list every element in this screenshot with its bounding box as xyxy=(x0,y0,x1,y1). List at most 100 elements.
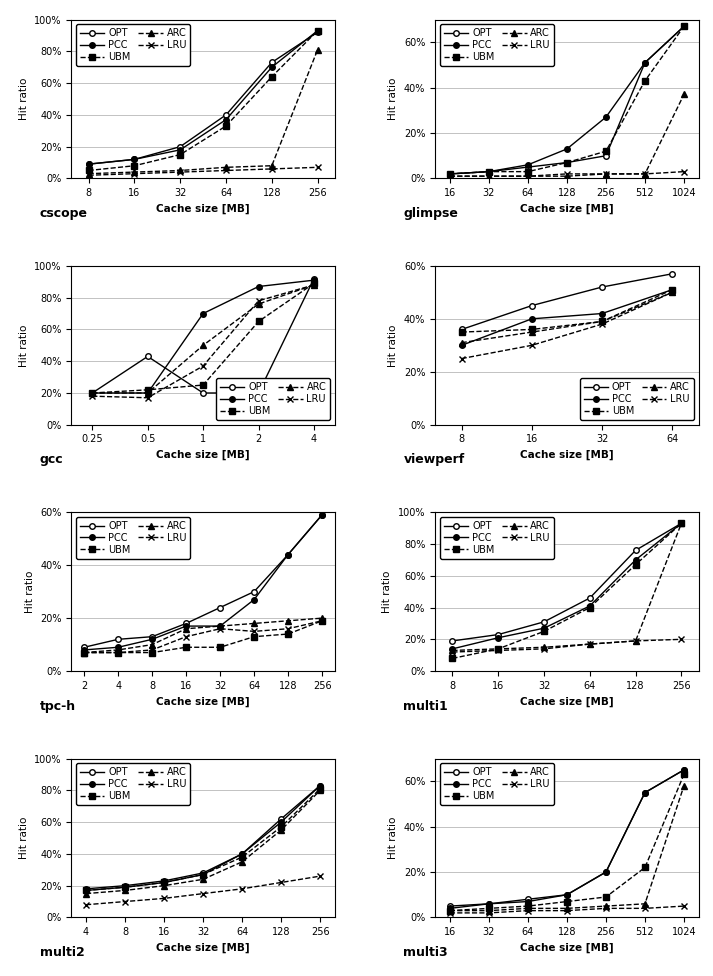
PCC xyxy=(597,307,606,319)
OPT xyxy=(84,158,93,170)
Line: ARC: ARC xyxy=(90,282,317,396)
UBM xyxy=(446,168,454,180)
ARC xyxy=(631,635,640,647)
LRU xyxy=(80,647,88,659)
UBM xyxy=(309,277,318,289)
OPT xyxy=(602,866,610,877)
ARC xyxy=(309,279,318,291)
OPT xyxy=(563,157,571,169)
LRU xyxy=(458,352,466,364)
PCC xyxy=(523,159,532,171)
PCC xyxy=(313,24,322,36)
LRU xyxy=(277,876,285,888)
OPT xyxy=(130,153,139,165)
LRU xyxy=(641,903,650,915)
ARC xyxy=(130,166,139,178)
UBM xyxy=(120,881,129,893)
Legend: OPT, PCC, UBM, ARC, LRU: OPT, PCC, UBM, ARC, LRU xyxy=(216,379,330,420)
PCC xyxy=(88,387,96,399)
LRU xyxy=(679,166,688,178)
OPT xyxy=(199,387,207,399)
UBM xyxy=(523,166,532,178)
ARC xyxy=(114,644,123,656)
UBM xyxy=(199,869,207,880)
LRU xyxy=(130,168,139,180)
UBM xyxy=(602,891,610,903)
PCC xyxy=(148,633,156,645)
UBM xyxy=(82,884,91,896)
UBM xyxy=(485,166,493,178)
ARC xyxy=(277,824,285,835)
PCC xyxy=(540,623,548,634)
PCC xyxy=(84,158,93,170)
PCC xyxy=(563,889,571,901)
ARC xyxy=(563,903,571,915)
OPT xyxy=(448,635,457,647)
OPT xyxy=(88,387,96,399)
Y-axis label: Hit ratio: Hit ratio xyxy=(19,324,29,367)
ARC xyxy=(82,888,91,900)
LRU xyxy=(255,295,263,306)
Legend: OPT, PCC, UBM, ARC, LRU: OPT, PCC, UBM, ARC, LRU xyxy=(76,517,190,558)
ARC xyxy=(641,168,650,180)
OPT xyxy=(446,900,454,912)
Line: OPT: OPT xyxy=(81,512,325,650)
ARC xyxy=(182,623,190,634)
Line: ARC: ARC xyxy=(447,92,687,179)
Line: PCC: PCC xyxy=(447,767,687,912)
Y-axis label: Hit ratio: Hit ratio xyxy=(389,817,399,859)
LRU xyxy=(84,170,93,182)
OPT xyxy=(316,780,324,792)
PCC xyxy=(216,620,225,631)
PCC xyxy=(458,340,466,351)
PCC xyxy=(284,549,292,560)
UBM xyxy=(585,601,594,613)
Line: PCC: PCC xyxy=(83,783,323,893)
LRU xyxy=(597,318,606,330)
OPT xyxy=(679,764,688,776)
Text: multi2: multi2 xyxy=(40,946,84,959)
X-axis label: Cache size [MB]: Cache size [MB] xyxy=(156,450,250,461)
OPT xyxy=(284,549,292,560)
PCC xyxy=(114,641,123,653)
PCC xyxy=(130,153,139,165)
PCC xyxy=(602,111,610,123)
Y-axis label: Hit ratio: Hit ratio xyxy=(19,817,29,859)
ARC xyxy=(199,874,207,885)
PCC xyxy=(318,508,327,520)
UBM xyxy=(88,387,96,399)
X-axis label: Cache size [MB]: Cache size [MB] xyxy=(520,204,614,214)
ARC xyxy=(267,160,276,172)
Line: OPT: OPT xyxy=(83,783,323,892)
LRU xyxy=(313,161,322,173)
PCC xyxy=(485,166,493,178)
OPT xyxy=(267,57,276,68)
LRU xyxy=(250,626,258,637)
UBM xyxy=(602,145,610,157)
ARC xyxy=(677,517,686,529)
LRU xyxy=(446,907,454,918)
Line: UBM: UBM xyxy=(90,280,317,396)
LRU xyxy=(602,168,610,180)
UBM xyxy=(446,905,454,916)
OPT xyxy=(114,633,123,645)
PCC xyxy=(494,631,503,643)
Line: LRU: LRU xyxy=(459,290,675,361)
OPT xyxy=(160,875,168,887)
Line: OPT: OPT xyxy=(90,276,317,396)
LRU xyxy=(523,905,532,916)
Text: multi1: multi1 xyxy=(404,700,448,712)
UBM xyxy=(641,862,650,874)
Line: UBM: UBM xyxy=(450,520,684,661)
UBM xyxy=(631,559,640,571)
LRU xyxy=(494,644,503,656)
Line: PCC: PCC xyxy=(447,23,687,177)
X-axis label: Cache size [MB]: Cache size [MB] xyxy=(156,697,250,707)
OPT xyxy=(494,629,503,640)
Y-axis label: Hit ratio: Hit ratio xyxy=(382,570,392,613)
OPT xyxy=(458,324,466,336)
ARC xyxy=(316,785,324,796)
UBM xyxy=(597,315,606,327)
LRU xyxy=(448,646,457,658)
ARC xyxy=(318,612,327,624)
